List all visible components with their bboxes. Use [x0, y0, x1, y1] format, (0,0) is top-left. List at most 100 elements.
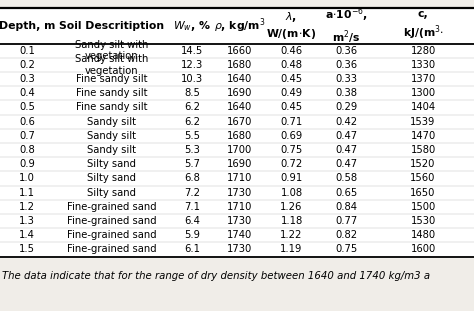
Text: 1.22: 1.22 [280, 230, 303, 240]
Text: Soil Descritiption: Soil Descritiption [59, 21, 164, 31]
Text: 1560: 1560 [410, 174, 436, 183]
Text: 6.4: 6.4 [184, 216, 200, 226]
Text: 7.1: 7.1 [184, 202, 200, 212]
Text: Fine-grained sand: Fine-grained sand [66, 202, 156, 212]
Text: 1730: 1730 [227, 188, 252, 198]
Text: 1480: 1480 [410, 230, 436, 240]
Text: 0.5: 0.5 [19, 102, 35, 113]
Text: 1700: 1700 [227, 145, 252, 155]
Text: 0.45: 0.45 [281, 74, 302, 84]
Text: 1300: 1300 [410, 88, 436, 98]
Text: 0.75: 0.75 [281, 145, 302, 155]
Text: 1650: 1650 [410, 188, 436, 198]
Text: Fine-grained sand: Fine-grained sand [66, 216, 156, 226]
Text: Sandy silt: Sandy silt [87, 131, 136, 141]
Text: 0.9: 0.9 [19, 159, 35, 169]
Text: 6.1: 6.1 [184, 244, 200, 254]
Text: Fine sandy silt: Fine sandy silt [76, 74, 147, 84]
Text: 1660: 1660 [227, 46, 252, 56]
Text: 0.82: 0.82 [335, 230, 357, 240]
Text: 7.2: 7.2 [184, 188, 200, 198]
Text: 5.9: 5.9 [184, 230, 200, 240]
Text: 10.3: 10.3 [181, 74, 203, 84]
Text: 0.8: 0.8 [19, 145, 35, 155]
Text: 1730: 1730 [227, 244, 252, 254]
Text: 6.2: 6.2 [184, 102, 200, 113]
Text: 1520: 1520 [410, 159, 436, 169]
Text: 1670: 1670 [227, 117, 252, 127]
Text: 5.7: 5.7 [184, 159, 200, 169]
Text: 6.8: 6.8 [184, 174, 200, 183]
Text: 0.75: 0.75 [335, 244, 357, 254]
Text: 0.47: 0.47 [335, 145, 357, 155]
Text: Depth, m: Depth, m [0, 21, 55, 31]
Text: 0.36: 0.36 [335, 60, 357, 70]
Text: 1500: 1500 [410, 202, 436, 212]
Text: 1.08: 1.08 [281, 188, 302, 198]
Text: 1600: 1600 [410, 244, 436, 254]
Text: 1370: 1370 [410, 74, 436, 84]
Text: 0.72: 0.72 [281, 159, 302, 169]
Text: Sandy silt: Sandy silt [87, 117, 136, 127]
Text: 1539: 1539 [410, 117, 436, 127]
Text: Fine-grained sand: Fine-grained sand [66, 244, 156, 254]
Text: 1.5: 1.5 [19, 244, 35, 254]
Text: 0.58: 0.58 [335, 174, 357, 183]
Text: 0.77: 0.77 [335, 216, 357, 226]
Text: 0.84: 0.84 [335, 202, 357, 212]
Text: 0.2: 0.2 [19, 60, 35, 70]
Text: Sandy silt with
vegetation: Sandy silt with vegetation [75, 40, 148, 62]
Text: Fine sandy silt: Fine sandy silt [76, 102, 147, 113]
Text: 1740: 1740 [227, 230, 252, 240]
Text: Sandy silt: Sandy silt [87, 145, 136, 155]
Text: 1640: 1640 [227, 102, 252, 113]
Text: 0.71: 0.71 [281, 117, 302, 127]
Text: Fine-grained sand: Fine-grained sand [66, 230, 156, 240]
Text: 0.47: 0.47 [335, 131, 357, 141]
Text: The data indicate that for the range of dry density between 1640 and 1740 kg/m3 : The data indicate that for the range of … [2, 271, 430, 281]
Text: 0.3: 0.3 [19, 74, 35, 84]
Text: 0.4: 0.4 [19, 88, 35, 98]
Text: 0.49: 0.49 [281, 88, 302, 98]
Text: 1.3: 1.3 [19, 216, 35, 226]
Text: 1.26: 1.26 [280, 202, 303, 212]
Text: 1.18: 1.18 [281, 216, 302, 226]
Text: 1530: 1530 [410, 216, 436, 226]
Text: Sandy silt with
vegetation: Sandy silt with vegetation [75, 54, 148, 76]
Text: 0.48: 0.48 [281, 60, 302, 70]
Text: 14.5: 14.5 [181, 46, 203, 56]
Text: 0.33: 0.33 [335, 74, 357, 84]
Text: 0.46: 0.46 [281, 46, 302, 56]
Text: 5.3: 5.3 [184, 145, 200, 155]
Text: 0.6: 0.6 [19, 117, 35, 127]
Text: 1330: 1330 [410, 60, 436, 70]
Text: Silty sand: Silty sand [87, 159, 136, 169]
Text: 1680: 1680 [227, 60, 252, 70]
Text: 1.4: 1.4 [19, 230, 35, 240]
Text: 1.19: 1.19 [280, 244, 303, 254]
Text: 1.1: 1.1 [19, 188, 35, 198]
Text: 1404: 1404 [410, 102, 436, 113]
Text: 0.42: 0.42 [335, 117, 357, 127]
Text: 6.2: 6.2 [184, 117, 200, 127]
Text: 1710: 1710 [227, 202, 252, 212]
Text: 1640: 1640 [227, 74, 252, 84]
Text: a$\cdot$10$^{-6}$,
m$^2$/s: a$\cdot$10$^{-6}$, m$^2$/s [325, 6, 367, 46]
Text: 0.1: 0.1 [19, 46, 35, 56]
Text: 1280: 1280 [410, 46, 436, 56]
Text: 5.5: 5.5 [184, 131, 200, 141]
Text: 1730: 1730 [227, 216, 252, 226]
Text: $\rho$, kg/m$^3$: $\rho$, kg/m$^3$ [214, 16, 265, 35]
Text: 0.36: 0.36 [335, 46, 357, 56]
Text: 1.0: 1.0 [19, 174, 35, 183]
Text: 1690: 1690 [227, 159, 252, 169]
Text: 0.29: 0.29 [335, 102, 357, 113]
Text: 0.69: 0.69 [281, 131, 302, 141]
Text: 0.91: 0.91 [281, 174, 302, 183]
Text: 1.2: 1.2 [19, 202, 35, 212]
Text: 0.45: 0.45 [281, 102, 302, 113]
Text: 1580: 1580 [410, 145, 436, 155]
Text: 1470: 1470 [410, 131, 436, 141]
Text: Fine sandy silt: Fine sandy silt [76, 88, 147, 98]
Text: c,
kJ/(m$^3$$\cdot$: c, kJ/(m$^3$$\cdot$ [402, 9, 444, 42]
